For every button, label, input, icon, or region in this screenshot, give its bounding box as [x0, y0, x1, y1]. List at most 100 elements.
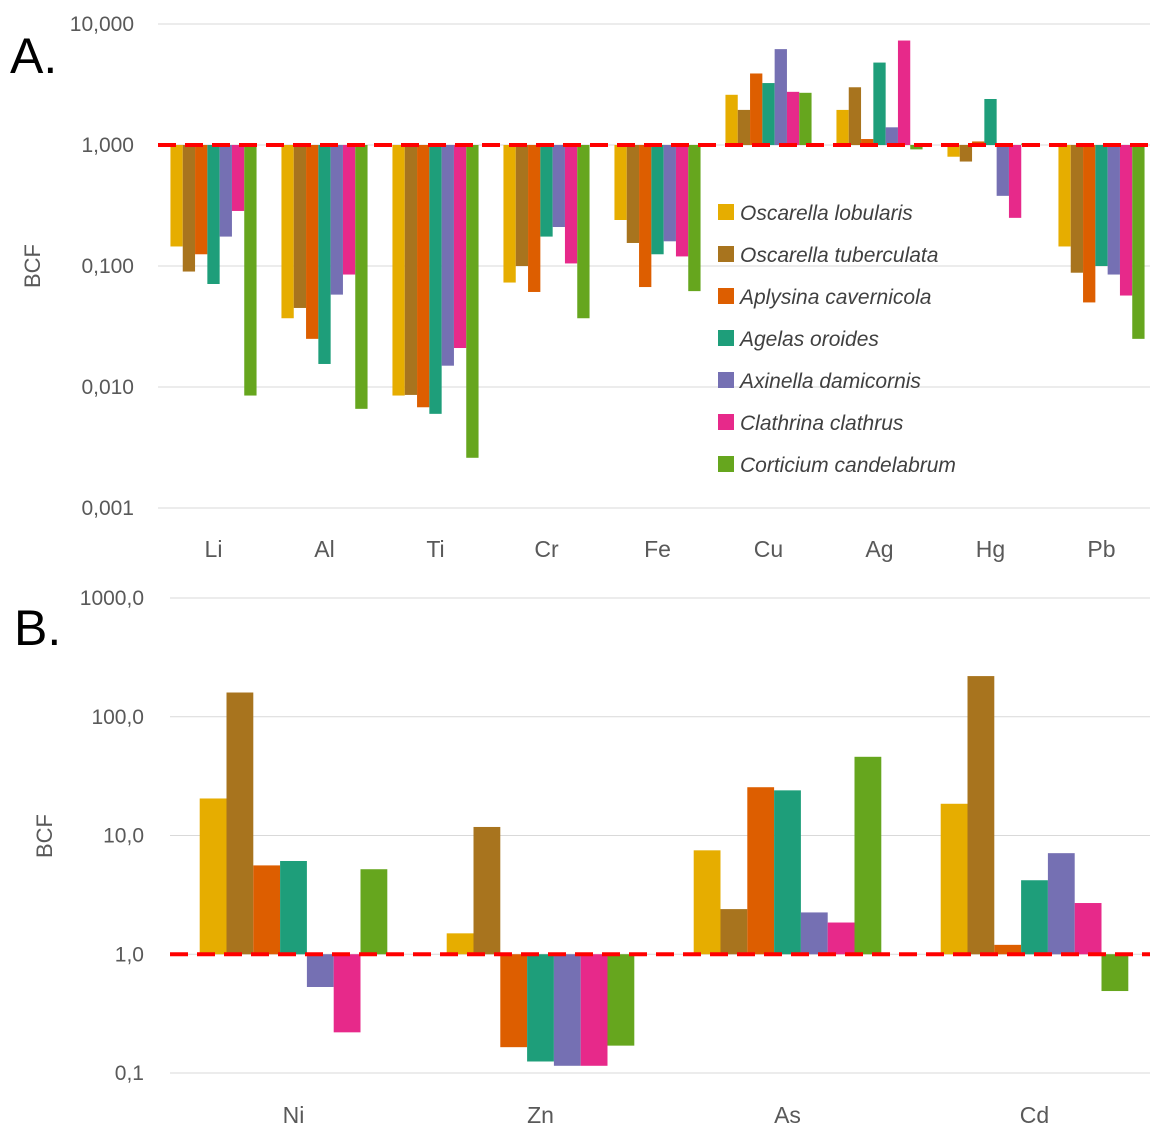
legend-entry: Aplysina cavernicola — [738, 286, 931, 309]
x-tick-label: Cu — [754, 536, 783, 562]
x-tick-label: Ti — [426, 536, 444, 562]
bar-al-axinella-damicornis — [330, 145, 343, 295]
bar-li-oscarella-tuberculata — [182, 145, 196, 272]
bar-al-oscarella-lobularis — [281, 145, 294, 319]
bar-pb-clathrina-clathrus — [1119, 145, 1133, 296]
bar-pb-agelas-oroides — [1095, 145, 1108, 266]
bar-cu-aplysina-cavernicola — [750, 73, 763, 145]
bar-zn-oscarella-tuberculata — [473, 826, 501, 955]
bar-ag-oscarella-tuberculata — [848, 87, 862, 145]
bar-cr-oscarella-lobularis — [503, 145, 516, 283]
x-tick-label: Li — [205, 536, 223, 562]
bar-ag-agelas-oroides — [873, 62, 886, 145]
x-tick-label: Ni — [283, 1102, 305, 1128]
bar-zn-agelas-oroides — [527, 954, 554, 1062]
y-tick-label: 100,0 — [91, 706, 144, 729]
y-tick-label: 0,1 — [115, 1062, 144, 1085]
bar-cd-clathrina-clathrus — [1074, 903, 1102, 955]
x-tick-label: Hg — [976, 536, 1005, 562]
bar-hg-agelas-oroides — [984, 98, 997, 145]
bar-cr-agelas-oroides — [540, 145, 553, 237]
bar-ni-oscarella-tuberculata — [226, 692, 254, 955]
bar-cd-corticium-candelabrum — [1101, 954, 1129, 992]
panel-label: B. — [14, 600, 61, 656]
bar-as-oscarella-tuberculata — [720, 909, 748, 955]
legend-swatch — [718, 204, 734, 220]
bar-al-clathrina-clathrus — [342, 145, 356, 275]
bar-cd-agelas-oroides — [1021, 880, 1048, 955]
bar-fe-oscarella-lobularis — [614, 145, 627, 220]
bar-ti-oscarella-lobularis — [392, 145, 405, 396]
bar-cu-axinella-damicornis — [774, 49, 787, 145]
bar-ni-agelas-oroides — [280, 860, 307, 955]
bar-zn-corticium-candelabrum — [607, 954, 635, 1046]
y-tick-label: 1,000 — [81, 134, 134, 157]
bar-as-aplysina-cavernicola — [747, 787, 775, 955]
x-tick-label: Pb — [1087, 536, 1115, 562]
bar-li-aplysina-cavernicola — [195, 145, 208, 255]
bar-cr-corticium-candelabrum — [577, 145, 590, 319]
legend-entry: Corticium candelabrum — [740, 454, 956, 477]
bar-pb-oscarella-lobularis — [1058, 145, 1071, 247]
bar-hg-oscarella-lobularis — [947, 145, 960, 157]
bar-li-corticium-candelabrum — [244, 145, 257, 396]
y-tick-label: 1000,0 — [80, 587, 144, 610]
bar-fe-aplysina-cavernicola — [639, 145, 652, 288]
bar-ag-clathrina-clathrus — [897, 40, 911, 145]
bar-cr-aplysina-cavernicola — [528, 145, 541, 292]
bar-pb-corticium-candelabrum — [1132, 145, 1145, 339]
bar-as-axinella-damicornis — [800, 912, 828, 955]
bar-cu-oscarella-lobularis — [725, 94, 738, 145]
bar-al-oscarella-tuberculata — [293, 145, 307, 308]
bar-li-agelas-oroides — [207, 145, 220, 284]
bar-ti-aplysina-cavernicola — [417, 145, 430, 408]
bar-li-clathrina-clathrus — [231, 145, 245, 211]
bar-cd-oscarella-lobularis — [940, 803, 968, 955]
bar-ti-oscarella-tuberculata — [404, 145, 418, 395]
bar-ni-corticium-candelabrum — [360, 869, 388, 955]
y-tick-label: 10,0 — [103, 825, 144, 848]
legend-swatch — [718, 414, 734, 430]
bar-fe-axinella-damicornis — [663, 145, 676, 242]
bar-ti-corticium-candelabrum — [466, 145, 479, 458]
y-tick-label: 0,010 — [81, 376, 134, 399]
bar-ni-aplysina-cavernicola — [253, 865, 281, 955]
bar-zn-oscarella-lobularis — [446, 933, 474, 955]
bar-as-clathrina-clathrus — [827, 922, 855, 955]
bar-zn-aplysina-cavernicola — [500, 954, 528, 1048]
bar-al-aplysina-cavernicola — [306, 145, 319, 339]
bar-cd-aplysina-cavernicola — [994, 944, 1022, 955]
bar-cd-axinella-damicornis — [1047, 853, 1075, 955]
y-axis-label: BCF — [20, 244, 45, 288]
bar-cu-corticium-candelabrum — [799, 92, 812, 145]
bar-ag-aplysina-cavernicola — [861, 139, 874, 145]
bar-ag-corticium-candelabrum — [910, 145, 923, 150]
bar-ti-axinella-damicornis — [441, 145, 454, 366]
x-tick-label: Cr — [534, 536, 559, 562]
bar-li-oscarella-lobularis — [170, 145, 183, 247]
bar-fe-clathrina-clathrus — [675, 145, 689, 257]
bar-al-agelas-oroides — [318, 145, 331, 364]
y-axis-label: BCF — [32, 814, 57, 858]
y-tick-label: 0,100 — [81, 255, 134, 278]
x-tick-label: Zn — [527, 1102, 554, 1128]
y-tick-label: 10,000 — [70, 13, 134, 36]
bar-cu-oscarella-tuberculata — [737, 109, 751, 145]
x-tick-label: Ag — [865, 536, 893, 562]
x-tick-label: Al — [314, 536, 334, 562]
bar-cr-oscarella-tuberculata — [515, 145, 529, 266]
bar-fe-agelas-oroides — [651, 145, 664, 255]
bar-pb-aplysina-cavernicola — [1083, 145, 1096, 303]
legend-entry: Agelas oroides — [738, 328, 879, 351]
bar-pb-oscarella-tuberculata — [1070, 145, 1084, 273]
bar-ti-clathrina-clathrus — [453, 145, 467, 349]
bar-ag-axinella-damicornis — [885, 127, 898, 145]
legend-swatch — [718, 246, 734, 262]
bar-hg-axinella-damicornis — [996, 145, 1009, 196]
y-tick-label: 0,001 — [81, 497, 134, 520]
bar-cd-oscarella-tuberculata — [967, 676, 995, 955]
panel-label: A. — [10, 28, 57, 84]
bar-cu-clathrina-clathrus — [786, 91, 800, 145]
